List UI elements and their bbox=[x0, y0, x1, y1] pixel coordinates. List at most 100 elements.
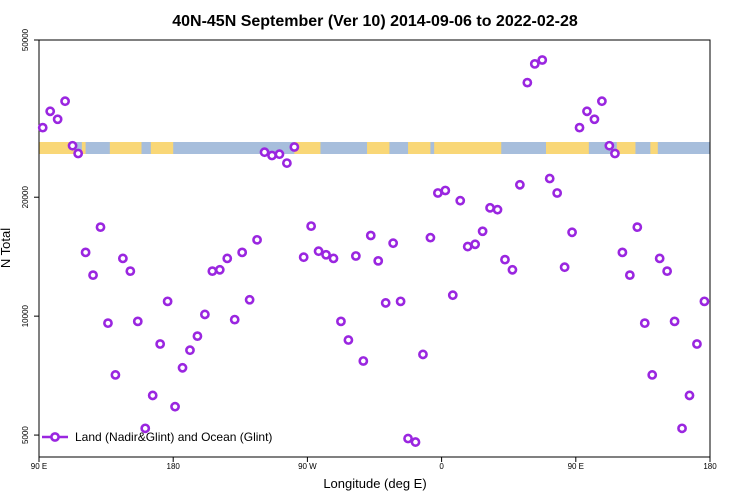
data-point bbox=[147, 390, 158, 401]
data-point bbox=[380, 298, 391, 308]
data-point bbox=[662, 266, 673, 277]
data-point bbox=[639, 318, 650, 329]
land-segment bbox=[367, 142, 390, 154]
data-point bbox=[80, 247, 91, 258]
data-point bbox=[267, 150, 277, 161]
data-point bbox=[669, 316, 680, 327]
x-tick-label: 0 bbox=[439, 462, 444, 471]
y-axis-label: N Total bbox=[0, 228, 13, 268]
data-point bbox=[632, 222, 643, 233]
data-point bbox=[207, 266, 218, 277]
data-point bbox=[699, 296, 710, 307]
data-point bbox=[237, 247, 248, 258]
x-tick-label: 90 E bbox=[31, 462, 47, 471]
data-point bbox=[185, 345, 195, 356]
data-point bbox=[544, 173, 555, 184]
data-point bbox=[214, 264, 225, 275]
data-point bbox=[274, 149, 285, 160]
x-tick-label: 180 bbox=[703, 462, 717, 471]
data-point bbox=[373, 255, 384, 266]
data-point bbox=[425, 232, 436, 243]
data-point bbox=[440, 185, 451, 196]
data-point bbox=[624, 270, 635, 281]
data-point bbox=[677, 423, 687, 434]
x-axis: 90 E 180 90 W 0 90 E 180 bbox=[31, 457, 717, 471]
data-point bbox=[462, 241, 473, 252]
chart-title: 40N-45N September (Ver 10) 2014-09-06 to… bbox=[172, 13, 578, 30]
data-point bbox=[455, 195, 466, 206]
data-point bbox=[177, 362, 188, 373]
data-point bbox=[336, 316, 346, 327]
data-point bbox=[537, 55, 548, 65]
data-point bbox=[447, 290, 458, 301]
data-point bbox=[222, 253, 233, 264]
legend-label: Land (Nadir&Glint) and Ocean (Glint) bbox=[75, 430, 272, 444]
data-point bbox=[470, 239, 481, 250]
data-point bbox=[199, 309, 210, 320]
plot-frame bbox=[38, 39, 711, 458]
land-segment bbox=[294, 142, 321, 154]
y-tick-label: 20000 bbox=[21, 186, 30, 209]
y-tick-label: 5000 bbox=[21, 426, 30, 444]
data-point bbox=[507, 264, 518, 275]
x-tick-label: 90 W bbox=[298, 462, 317, 471]
data-point bbox=[514, 179, 525, 190]
data-point bbox=[289, 142, 300, 152]
data-point bbox=[306, 221, 317, 232]
data-point bbox=[60, 96, 70, 107]
data-point bbox=[529, 58, 540, 69]
data-point bbox=[52, 114, 63, 125]
legend-marker bbox=[50, 432, 60, 442]
data-point bbox=[343, 335, 354, 345]
land-ocean-mask-strip bbox=[39, 142, 710, 154]
data-point bbox=[37, 122, 48, 133]
data-point bbox=[117, 253, 128, 264]
data-point bbox=[281, 158, 292, 168]
land-segment bbox=[545, 142, 589, 154]
data-point bbox=[388, 238, 399, 249]
data-point bbox=[298, 252, 309, 263]
data-point bbox=[244, 294, 255, 305]
data-point bbox=[477, 226, 488, 237]
data-point bbox=[500, 254, 510, 265]
data-point bbox=[73, 148, 84, 159]
data-point bbox=[418, 349, 428, 360]
data-point bbox=[358, 356, 369, 366]
land-segment bbox=[39, 142, 77, 154]
data-point bbox=[95, 222, 106, 233]
data-point bbox=[596, 96, 607, 107]
data-point bbox=[589, 114, 600, 125]
data-point bbox=[522, 77, 533, 88]
data-points bbox=[37, 55, 710, 447]
legend: Land (Nadir&Glint) and Ocean (Glint) bbox=[42, 430, 272, 444]
data-point bbox=[582, 106, 592, 117]
data-point bbox=[395, 296, 406, 307]
data-point bbox=[654, 253, 665, 264]
land-segment bbox=[81, 142, 86, 154]
data-point bbox=[110, 370, 121, 380]
x-tick-label: 90 E bbox=[568, 462, 584, 471]
data-point bbox=[192, 331, 203, 342]
data-point bbox=[259, 147, 270, 158]
land-segment bbox=[650, 142, 658, 154]
data-point bbox=[552, 188, 563, 198]
data-point bbox=[67, 140, 78, 151]
data-point bbox=[125, 266, 136, 277]
data-point bbox=[88, 270, 98, 281]
data-point bbox=[432, 188, 443, 198]
data-point bbox=[684, 390, 695, 401]
data-point bbox=[559, 262, 570, 273]
data-point bbox=[604, 140, 615, 151]
data-point bbox=[45, 106, 56, 117]
data-point bbox=[103, 318, 113, 329]
data-point bbox=[155, 339, 166, 349]
data-point bbox=[313, 246, 324, 257]
data-point bbox=[647, 370, 658, 380]
data-point bbox=[170, 401, 180, 412]
land-segment bbox=[150, 142, 174, 154]
y-tick-label: 50000 bbox=[21, 28, 30, 51]
data-point bbox=[132, 316, 143, 327]
data-point bbox=[229, 314, 240, 325]
land-segment bbox=[408, 142, 431, 154]
data-point bbox=[252, 234, 262, 245]
